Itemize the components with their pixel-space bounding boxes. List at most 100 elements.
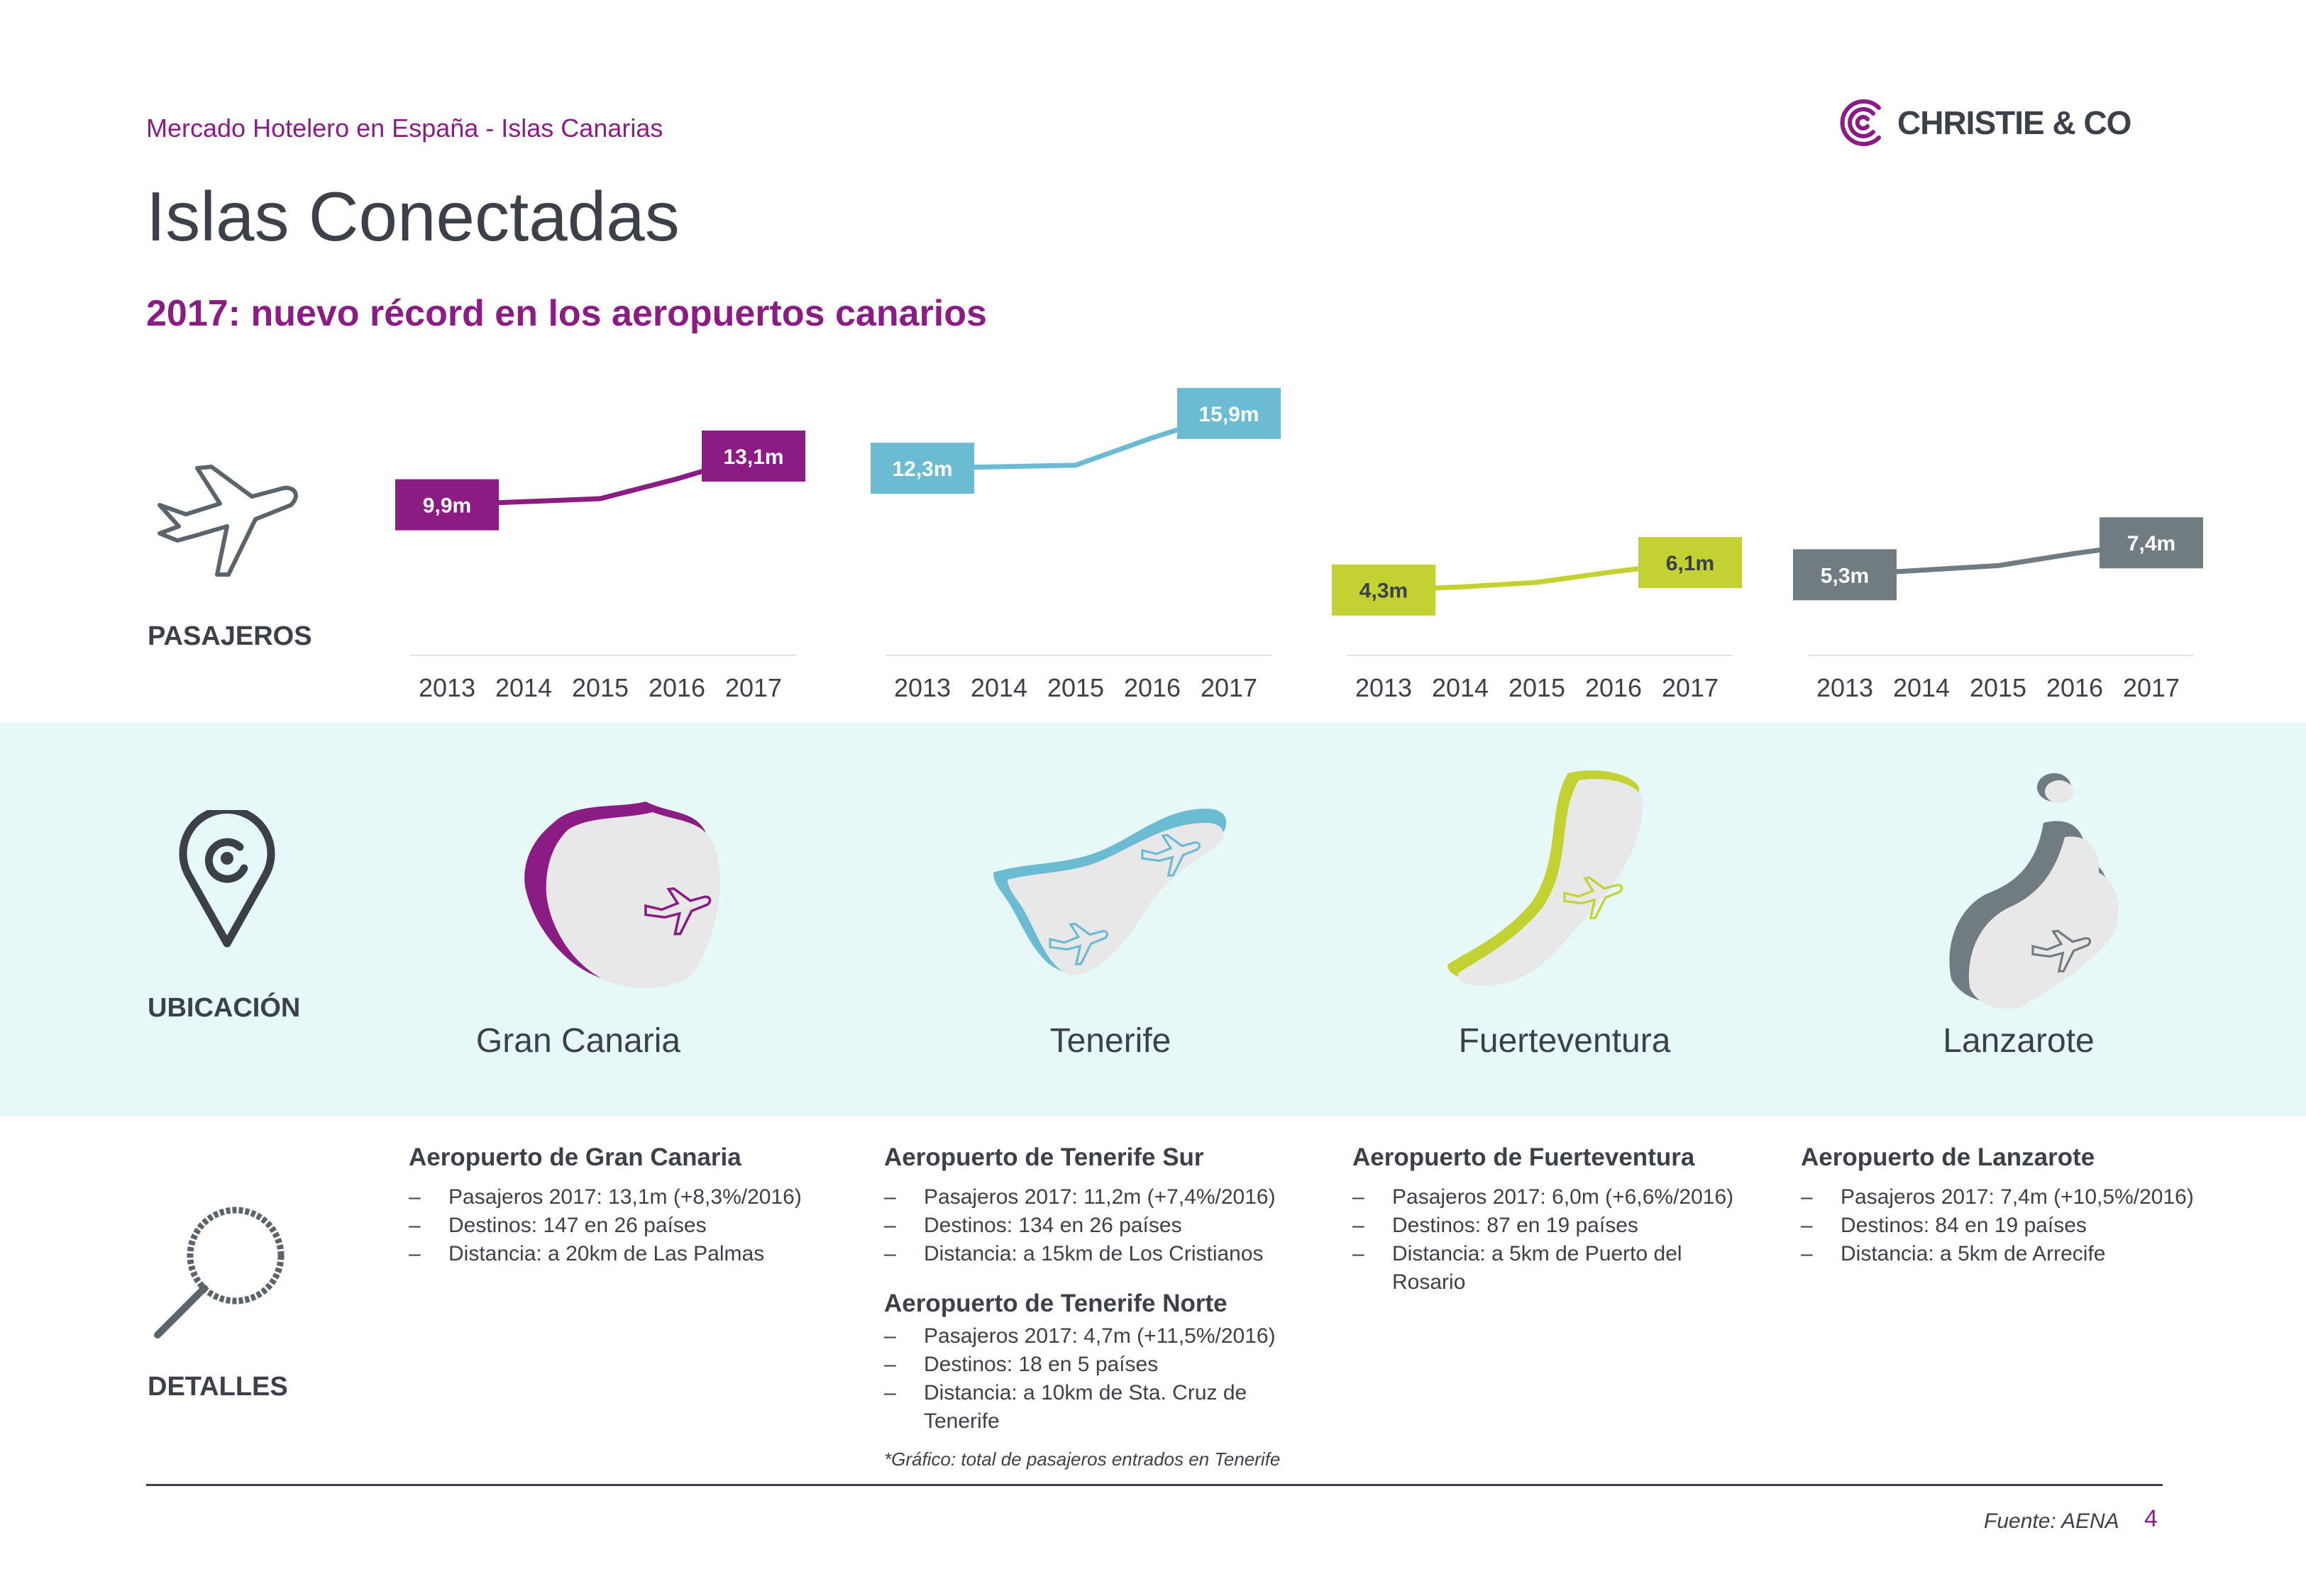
list-item: Distancia: a 15km de Los Cristianos [884,1240,1310,1268]
data-label: 9,9m [395,479,499,531]
airport-facts: Pasajeros 2017: 13,1m (+8,3%/2016) Desti… [409,1183,849,1268]
airport-title: Aeropuerto de Tenerife Norte [884,1290,1228,1317]
list-item: Destinos: 134 en 26 países [884,1212,1310,1240]
data-point [2073,551,2077,556]
details-lanzarote: Aeropuerto de Lanzarote Pasajeros 2017: … [1801,1143,2241,1268]
data-point [1458,584,1462,589]
passengers-line-chart: 2013 2014 2015 2016 2017 5,3m 7,4m [1793,517,2203,702]
chart-tenerife: 2013 2014 2015 2016 2017 12,3m 15,9m [871,383,1348,702]
report-subtitle: Mercado Hotelero en España - Islas Canar… [146,113,663,143]
list-item: Distancia: a 5km de Puerto del Rosario [1352,1240,1750,1297]
list-item: Distancia: a 5km de Arrecife [1801,1240,2241,1268]
data-label: 7,4m [2100,517,2203,569]
headline: 2017: nuevo récord en los aeropuertos ca… [146,293,987,334]
airplane-icon [1141,833,1201,877]
data-label: 12,3m [871,443,974,494]
x-tick-label: 2014 [1432,673,1489,702]
data-label: 6,1m [1638,537,1742,589]
chart-lanzarote: 2013 2014 2015 2016 2017 5,3m 7,4m [1793,383,2271,702]
logo-wordmark: CHRISTIE & CO [1897,104,2131,141]
list-item: Distancia: a 20km de Las Palmas [409,1240,849,1268]
passengers-line-chart: 2013 2014 2015 2016 2017 9,9m 13,1m [395,430,805,702]
x-tick-label: 2015 [1047,673,1104,702]
list-item: Distancia: a 10km de Sta. Cruz de Teneri… [884,1379,1310,1436]
data-label: 4,3m [1332,564,1435,616]
details-gran-canaria: Aeropuerto de Gran Canaria Pasajeros 201… [409,1143,849,1268]
chart-footnote: *Gráfico: total de pasajeros entrados en… [884,1448,1281,1470]
airport-title: Aeropuerto de Gran Canaria [409,1143,741,1171]
data-point [997,464,1001,469]
map-pin-icon [179,810,275,948]
data-point [522,499,526,504]
list-item: Destinos: 87 en 19 países [1352,1212,1750,1240]
x-tick-label: 2016 [649,673,705,702]
airport-facts: Pasajeros 2017: 11,2m (+7,4%/2016) Desti… [884,1183,1310,1268]
data-point [1074,462,1078,467]
island-name-gran-canaria: Gran Canaria [475,1022,681,1060]
lanzarote-island-map [1949,773,2119,1009]
x-tick-label: 2015 [1508,673,1565,702]
list-item: Pasajeros 2017: 13,1m (+8,3%/2016) [409,1183,849,1212]
x-tick-label: 2013 [1355,673,1412,702]
list-item: Pasajeros 2017: 6,0m (+6,6%/2016) [1352,1183,1750,1212]
x-tick-label: 2017 [1201,673,1257,702]
svg-text:5,3m: 5,3m [1821,564,1869,587]
list-item: Destinos: 147 en 26 países [409,1212,849,1240]
list-item: Pasajeros 2017: 11,2m (+7,4%/2016) [884,1183,1310,1212]
chart-fuerteventura: 2013 2014 2015 2016 2017 4,3m 6,1m [1332,383,1809,702]
passengers-line-chart: 2013 2014 2015 2016 2017 4,3m 6,1m [1332,537,1742,702]
island-name-fuerteventura: Fuerteventura [1458,1022,1671,1060]
x-tick-label: 2013 [419,673,475,702]
data-point [675,477,679,482]
details-label: DETALLES [148,1372,288,1402]
source-note: Fuente: AENA [1984,1509,2119,1533]
page-number: 4 [2144,1505,2158,1532]
svg-text:9,9m: 9,9m [423,494,471,518]
airplane-icon [1049,922,1109,965]
details-tenerife: Aeropuerto de Tenerife Sur Pasajeros 201… [884,1143,1310,1436]
airport-title: Aeropuerto de Tenerife Sur [884,1143,1204,1171]
chart-gran-canaria: 2013 2014 2015 2016 2017 9,9m 13,1m [395,383,873,702]
svg-text:13,1m: 13,1m [723,445,783,469]
x-tick-label: 2016 [2046,673,2103,702]
company-logo: CHRISTIE & CO [1838,98,2131,148]
list-item: Pasajeros 2017: 4,7m (+11,5%/2016) [884,1322,1310,1351]
svg-text:6,1m: 6,1m [1666,552,1714,575]
x-tick-label: 2014 [1893,673,1950,702]
x-tick-label: 2017 [2123,673,2180,702]
data-point [1611,570,1616,574]
magnifier-icon [154,1207,285,1339]
airplane-icon [2031,929,2092,972]
footer-divider [146,1484,2163,1486]
location-band [0,722,2306,1116]
passengers-label: PASAJEROS [148,621,312,651]
x-tick-label: 2017 [725,673,782,702]
data-point [1150,436,1154,440]
data-label: 15,9m [1177,387,1281,439]
list-item: Destinos: 18 en 5 países [884,1351,1310,1379]
svg-text:15,9m: 15,9m [1198,403,1259,426]
x-tick-label: 2016 [1124,673,1181,702]
x-tick-label: 2015 [1970,673,2026,702]
passengers-line-chart: 2013 2014 2015 2016 2017 12,3m 15,9m [871,387,1281,702]
svg-text:4,3m: 4,3m [1359,580,1408,603]
x-tick-label: 2014 [971,673,1027,702]
airport-facts: Pasajeros 2017: 7,4m (+10,5%/2016) Desti… [1801,1183,2241,1268]
x-tick-label: 2016 [1585,673,1642,702]
location-label: UBICACIÓN [148,993,301,1023]
gran-canaria-island-map [524,802,721,989]
data-point [1535,580,1539,585]
svg-text:7,4m: 7,4m [2127,532,2175,555]
data-point [598,497,602,501]
x-tick-label: 2015 [572,673,629,702]
list-item: Pasajeros 2017: 7,4m (+10,5%/2016) [1801,1183,2241,1212]
airplane-icon [644,887,712,936]
list-item: Destinos: 84 en 19 países [1801,1212,2241,1240]
airport-facts: Pasajeros 2017: 4,7m (+11,5%/2016) Desti… [884,1322,1310,1436]
airport-title: Aeropuerto de Fuerteventura [1352,1143,1695,1171]
data-label: 13,1m [702,430,805,482]
x-tick-label: 2013 [1816,673,1873,702]
tenerife-island-map [993,809,1227,975]
x-tick-label: 2013 [894,673,951,702]
christie-logo-icon [1840,99,1881,146]
